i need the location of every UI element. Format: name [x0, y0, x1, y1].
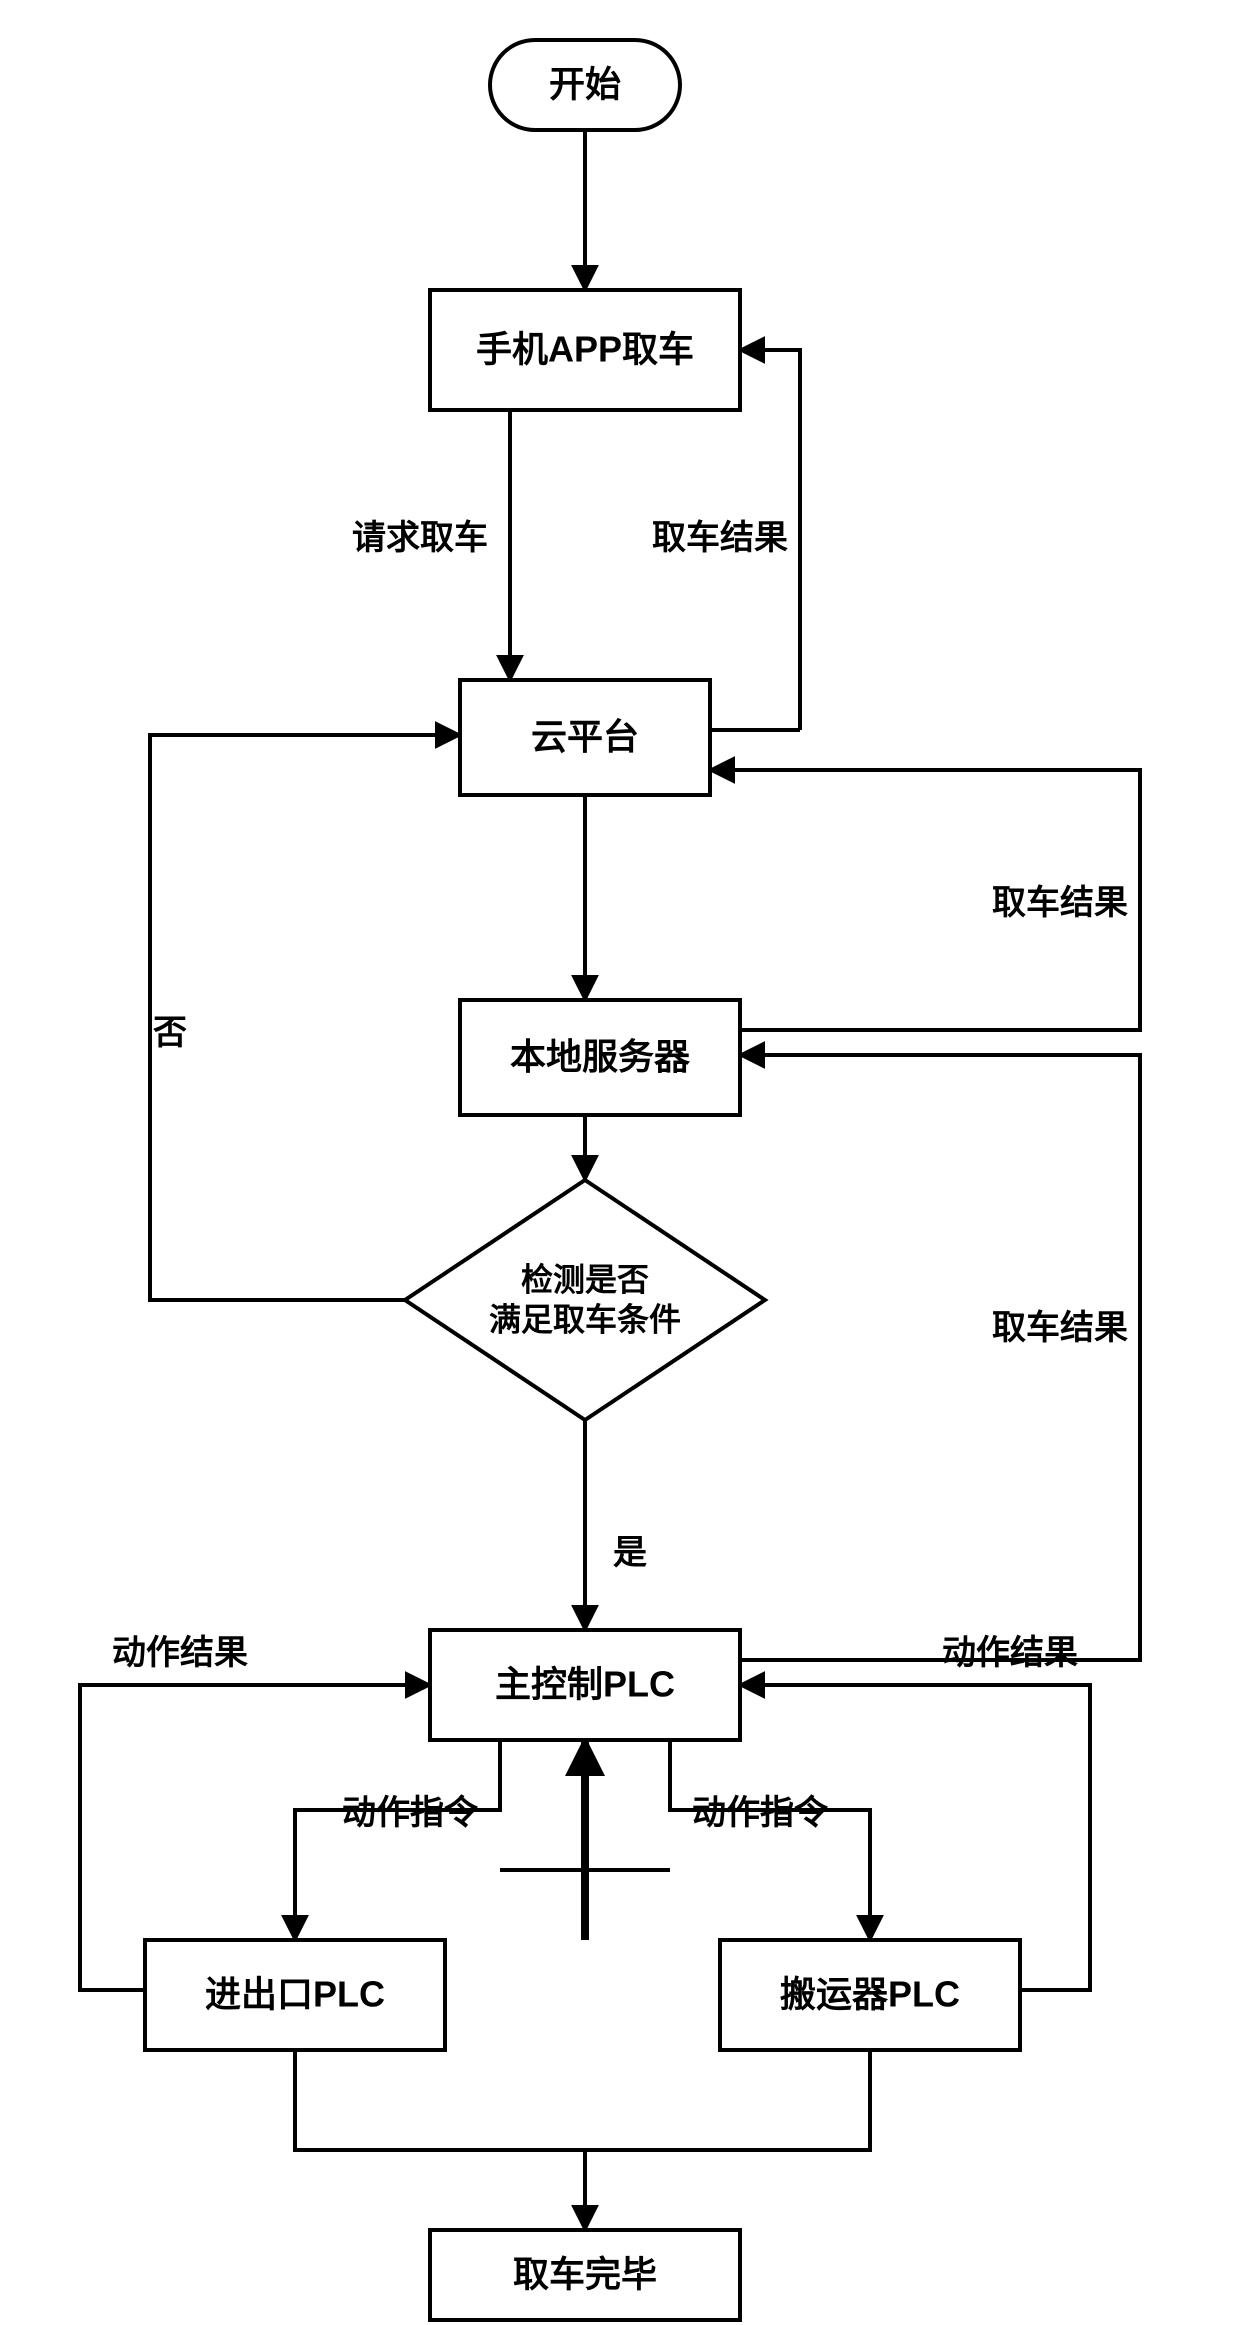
edge	[295, 2050, 870, 2150]
edge	[740, 1055, 1140, 1660]
svg-text:动作指令: 动作指令	[692, 1794, 829, 1832]
node-decision	[405, 1180, 765, 1420]
svg-text:动作结果: 动作结果	[942, 1634, 1078, 1672]
svg-text:取车结果: 取车结果	[652, 519, 788, 557]
edge	[670, 1740, 870, 1940]
svg-text:搬运器PLC: 搬运器PLC	[780, 1974, 960, 2015]
edge	[150, 735, 460, 1300]
svg-text:开始: 开始	[549, 64, 621, 105]
svg-text:取车结果: 取车结果	[992, 1309, 1128, 1347]
svg-text:动作结果: 动作结果	[112, 1634, 248, 1672]
svg-text:手机APP取车: 手机APP取车	[476, 329, 694, 370]
svg-text:动作指令: 动作指令	[342, 1794, 479, 1832]
svg-text:是: 是	[613, 1534, 647, 1572]
svg-text:进出口PLC: 进出口PLC	[205, 1974, 385, 2015]
svg-text:云平台: 云平台	[531, 716, 639, 757]
svg-text:主控制PLC: 主控制PLC	[495, 1664, 675, 1705]
svg-text:满足取车条件: 满足取车条件	[489, 1301, 681, 1337]
svg-text:取车完毕: 取车完毕	[513, 2254, 657, 2295]
svg-text:取车结果: 取车结果	[992, 884, 1128, 922]
edge	[295, 1740, 500, 1940]
svg-text:否: 否	[153, 1014, 187, 1052]
flowchart-diagram: 开始手机APP取车云平台本地服务器检测是否满足取车条件主控制PLC 进出口PLC 搬…	[0, 0, 1240, 2325]
svg-text:请求取车: 请求取车	[352, 519, 488, 557]
svg-text:检测是否: 检测是否	[521, 1261, 649, 1297]
svg-text:本地服务器: 本地服务器	[510, 1036, 691, 1077]
